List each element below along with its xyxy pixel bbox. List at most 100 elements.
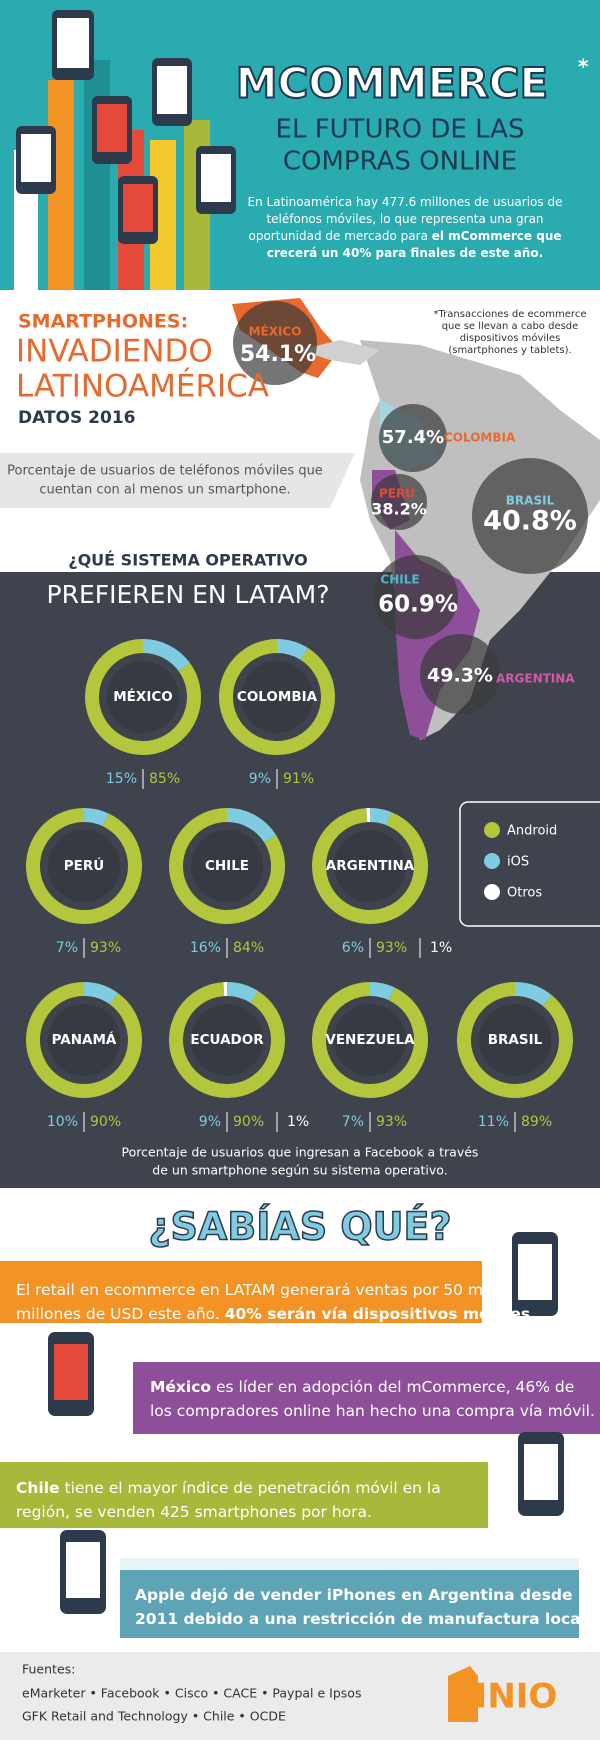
value-label: 85%	[149, 771, 180, 787]
donut-segment	[26, 982, 142, 1098]
map-bubble	[379, 404, 447, 472]
text-segment: Chile	[16, 1479, 60, 1497]
map-value: 54.1%	[240, 342, 316, 367]
country-shape	[48, 830, 120, 902]
sources: GFK Retail and Technology • Chile • OCDE	[22, 1709, 286, 1724]
text-segment: millones de USD este año.	[16, 1305, 225, 1323]
donut-segment	[169, 982, 285, 1098]
country-shape	[191, 1004, 263, 1076]
country-shape	[479, 1004, 551, 1076]
facts-title: ¿SABÍAS QUÉ?	[148, 1205, 451, 1249]
legend-swatch	[484, 822, 500, 838]
donuts: Android iOS Otros MÉXICO 15% 85% COLOMBIA 9% 91%…	[26, 639, 573, 1132]
donut-segment	[312, 808, 428, 924]
map-value: 57.4%	[382, 427, 444, 448]
value-label: 93%	[90, 940, 121, 956]
donut-segment	[312, 982, 428, 1098]
logo-tag	[448, 1666, 478, 1722]
text-segment: los compradores online han hecho una com…	[150, 1402, 595, 1420]
text-segment: El retail en ecommerce en LATAM generará…	[16, 1281, 492, 1299]
value-label: 15%	[106, 771, 137, 787]
map-country: CHILE	[380, 573, 419, 587]
fact-phones	[18, 1232, 579, 1614]
text-segment: Apple dejó de vender iPhones en Argentin…	[135, 1586, 572, 1604]
donut-segment	[219, 639, 335, 755]
donut-country: CHILE	[205, 858, 249, 874]
fact-bar	[0, 1462, 488, 1528]
note-line: (smartphones y tablets).	[448, 345, 571, 356]
value-label: 1%	[287, 1114, 309, 1130]
note-line: que se llevan a cabo desde	[442, 321, 579, 332]
os-note: de un smartphone según su sistema operat…	[152, 1163, 447, 1178]
map-country: MÉXICO	[249, 324, 302, 339]
text-line: los compradores online han hecho una com…	[150, 1402, 595, 1420]
text-line: millones de USD este año. 40% serán vía …	[16, 1305, 536, 1323]
value-label: 90%	[233, 1114, 264, 1130]
text-line: En Latinoamérica hay 477.6 millones de u…	[248, 195, 563, 209]
legend-label: iOS	[507, 855, 529, 870]
donut-country: VENEZUELA	[325, 1032, 415, 1048]
donut-country: PERÚ	[64, 856, 104, 874]
title-asterisk: *	[578, 55, 589, 79]
text-segment: región, se venden 425 smartphones por ho…	[16, 1503, 372, 1521]
sources-label: Fuentes:	[22, 1662, 75, 1677]
text-line: El retail en ecommerce en LATAM generará…	[16, 1281, 492, 1299]
text-segment: teléfonos móviles, lo que representa una…	[266, 212, 543, 226]
value-label: 93%	[376, 940, 407, 956]
map-value: 38.2%	[371, 500, 427, 519]
map-country: BRASIL	[506, 494, 555, 508]
text-segment: 2011 debido a una restricción de manufac…	[135, 1610, 592, 1628]
map-bubble	[233, 301, 317, 385]
value-label: 89%	[521, 1114, 552, 1130]
donut-segment	[85, 639, 201, 755]
text-segment: En Latinoamérica hay 477.6 millones de u…	[248, 195, 563, 209]
value-label: 7%	[342, 1114, 364, 1130]
fact-bar	[0, 1261, 482, 1323]
text-line: oportunidad de mercado para el mCommerce…	[249, 229, 562, 243]
text-line: Chile tiene el mayor índice de penetraci…	[16, 1479, 441, 1497]
value-label: 91%	[283, 771, 314, 787]
text-segment: el mCommerce que	[432, 229, 562, 243]
donut-segment	[226, 808, 276, 843]
text-segment: es líder en adopción del mCommerce, 46% …	[211, 1378, 574, 1396]
map-bubble	[472, 458, 588, 574]
text-line: crecerá un 40% para finales de este año.	[267, 246, 543, 260]
logo: LINIO	[453, 1677, 557, 1717]
value-label: 9%	[249, 771, 271, 787]
value-label: 11%	[478, 1114, 509, 1130]
country-shape	[334, 830, 406, 902]
text-line: teléfonos móviles, lo que representa una…	[266, 212, 543, 226]
legend-box	[459, 801, 600, 927]
text-segment: crecerá un 40% para finales de este año.	[267, 246, 543, 260]
donut-country: PANAMÁ	[52, 1031, 117, 1048]
text-segment: México	[150, 1378, 211, 1396]
map-bubble	[420, 634, 500, 714]
value-label: 16%	[190, 940, 221, 956]
text-line: 2011 debido a una restricción de manufac…	[135, 1610, 592, 1628]
map-country: COLOMBIA	[444, 431, 516, 445]
donut-segment	[142, 639, 190, 672]
footer-bg	[0, 1652, 600, 1740]
subtitle: COMPRAS ONLINE	[283, 147, 517, 177]
legend-label: Otros	[507, 886, 542, 901]
section-title: INVADIENDO	[16, 334, 213, 370]
map-country: ARGENTINA	[496, 672, 575, 686]
map-value: 60.9%	[378, 592, 458, 618]
value-label: 6%	[342, 940, 364, 956]
os-note: Porcentaje de usuarios que ingresan a Fa…	[122, 1145, 479, 1160]
donut-country: ECUADOR	[190, 1032, 264, 1048]
donut-segment	[276, 639, 309, 661]
value-label: 7%	[56, 940, 78, 956]
country-shape	[191, 830, 263, 902]
map-value: 49.3%	[427, 665, 493, 687]
text-segment: 40% serán vía dispositivos móviles.	[225, 1305, 536, 1323]
fact-bar	[133, 1362, 600, 1434]
value-label: 9%	[199, 1114, 221, 1130]
title: MCOMMERCE	[236, 59, 548, 108]
donut-segment	[369, 982, 395, 1001]
value-label: 90%	[90, 1114, 121, 1130]
text-line: México es líder en adopción del mCommerc…	[150, 1378, 574, 1396]
